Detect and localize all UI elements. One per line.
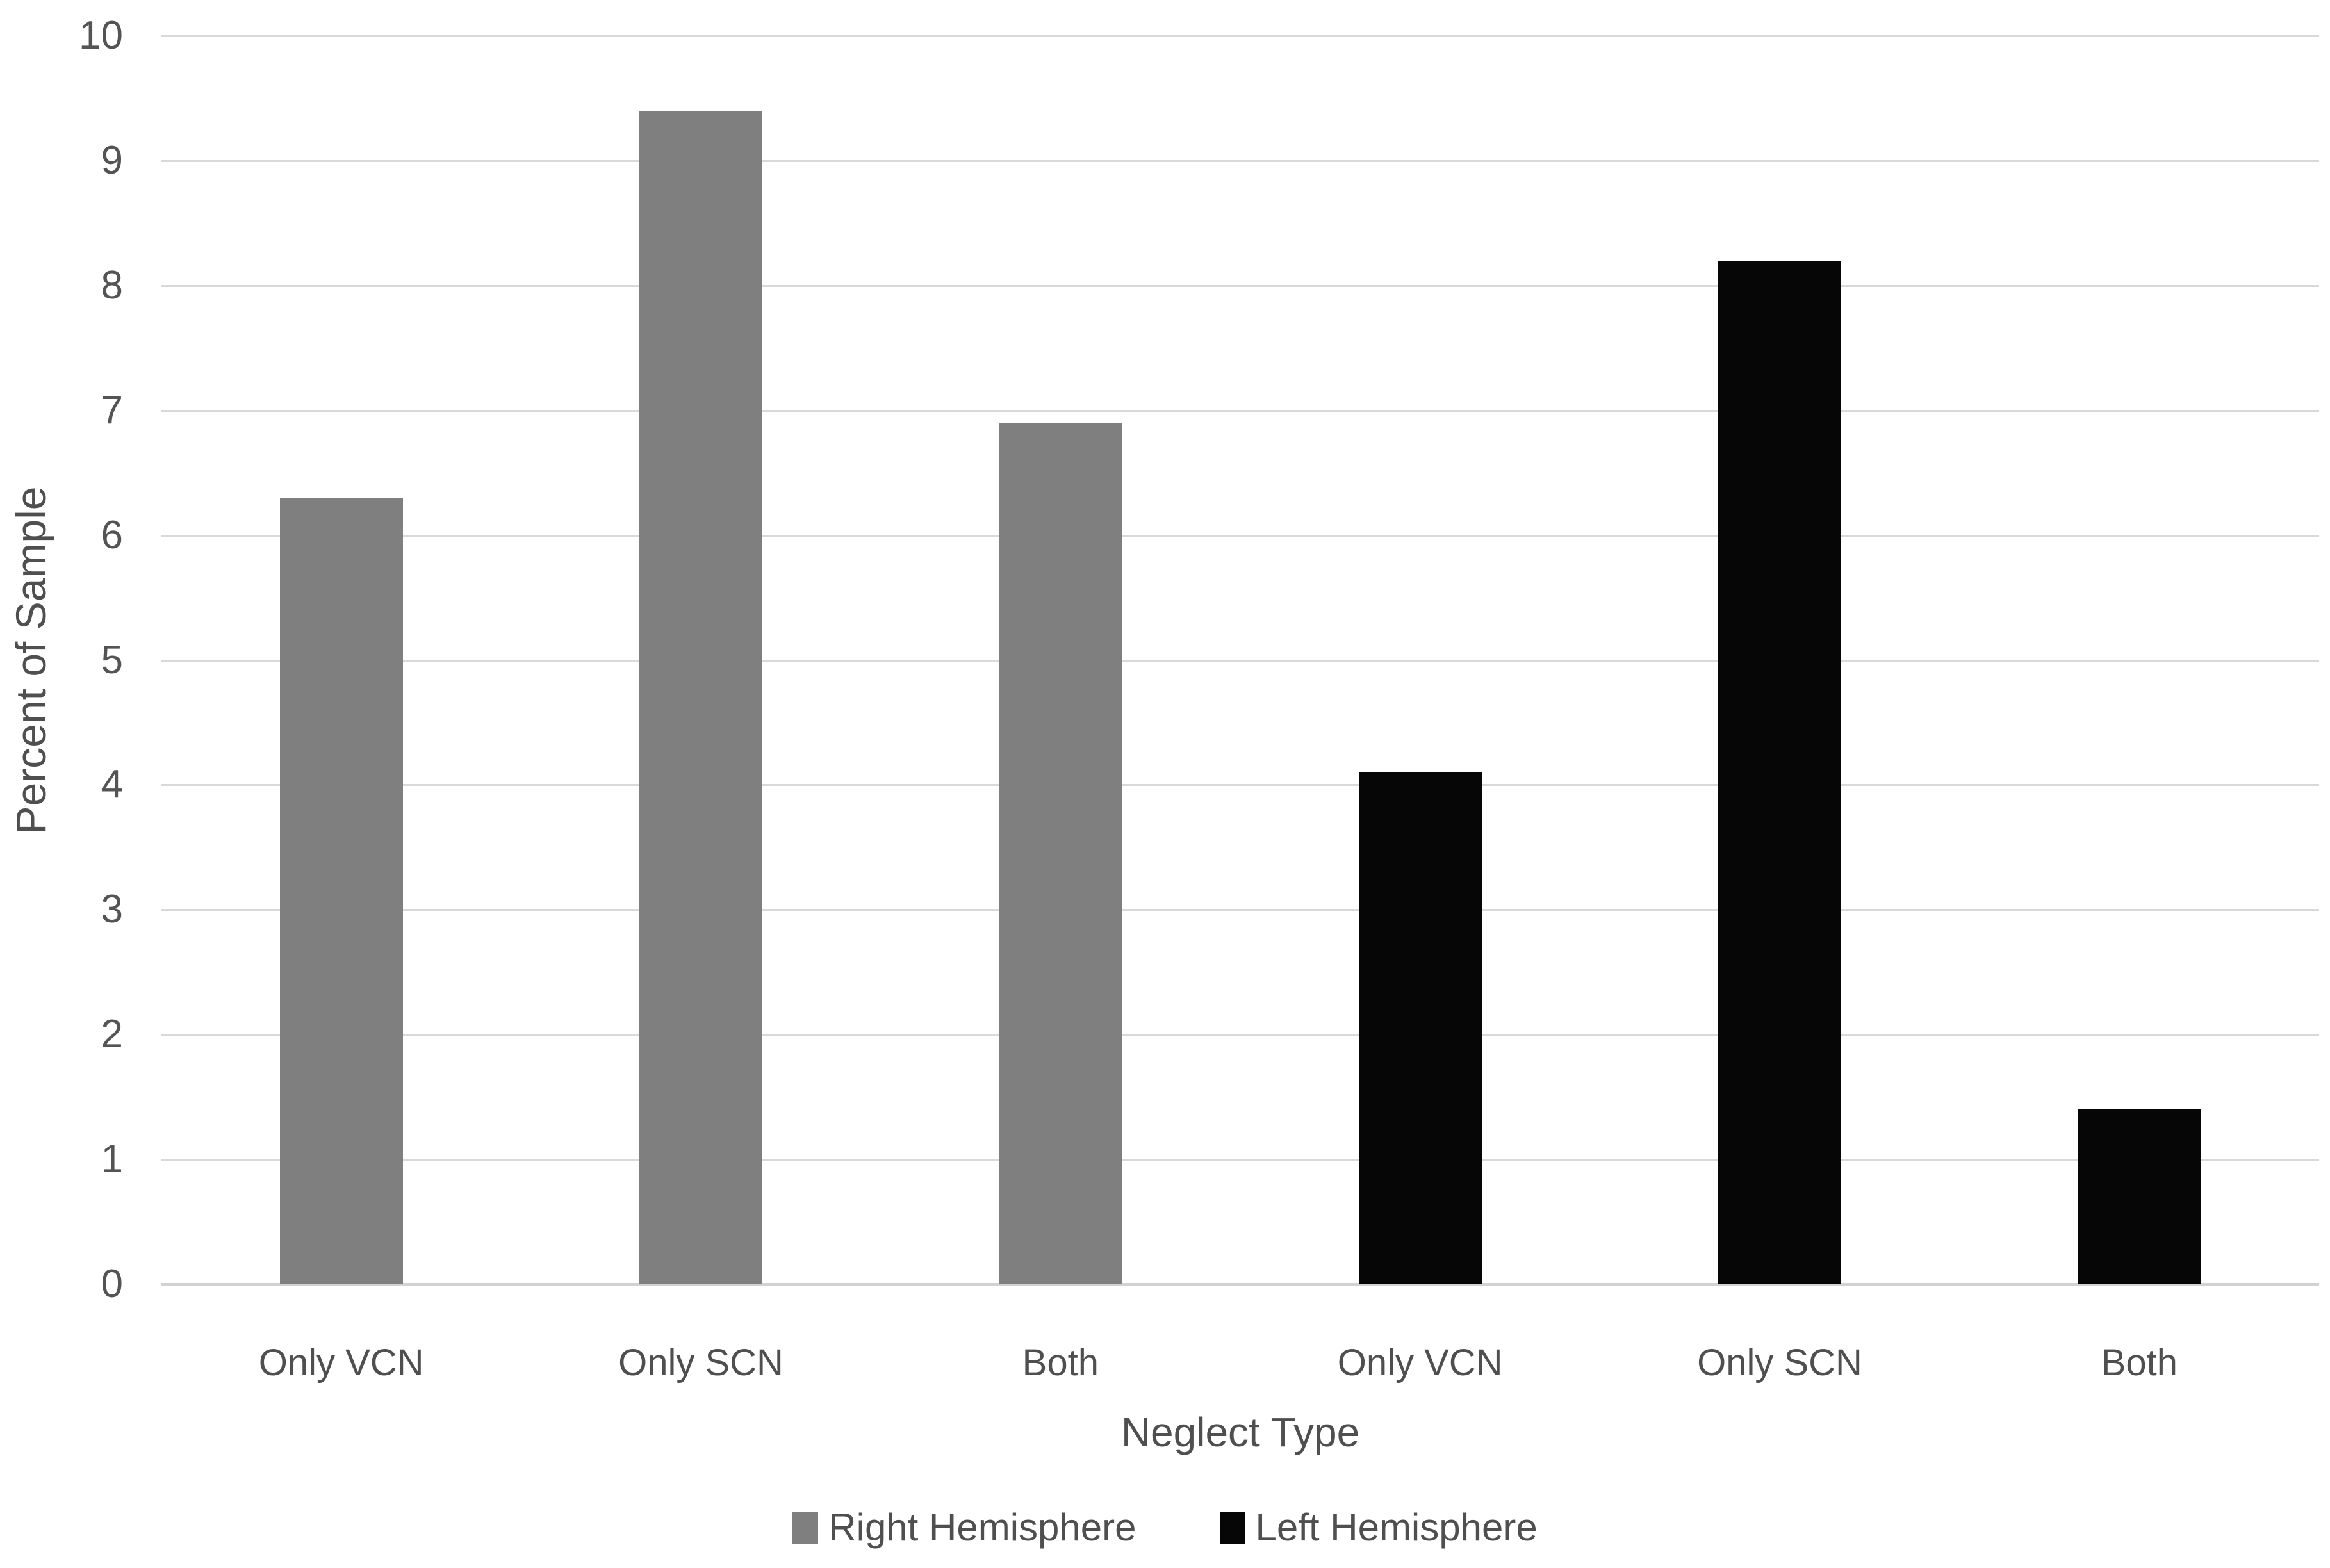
- x-axis-baseline: [161, 1283, 2319, 1286]
- legend-label: Right Hemisphere: [828, 1506, 1136, 1549]
- legend: Right Hemisphere Left Hemisphere: [0, 1492, 2330, 1563]
- gridline: [161, 1159, 2319, 1161]
- y-tick-label: 1: [101, 1137, 123, 1182]
- y-tick-label: 0: [101, 1262, 123, 1306]
- gridline: [161, 409, 2319, 412]
- bar-right-hemisphere: [639, 110, 762, 1284]
- y-tick-label: 10: [79, 13, 123, 58]
- bar-left-hemisphere: [1718, 260, 1841, 1284]
- y-tick-label: 2: [101, 1012, 123, 1057]
- y-tick-label: 6: [101, 512, 123, 557]
- gridline: [161, 659, 2319, 662]
- gridline: [161, 1034, 2319, 1036]
- bar-left-hemisphere: [1358, 772, 1482, 1284]
- bar-right-hemisphere: [279, 498, 403, 1284]
- x-category-label: Only VCN: [258, 1342, 424, 1384]
- x-category-label: Only SCN: [618, 1342, 784, 1384]
- x-category-label: Only VCN: [1337, 1342, 1503, 1384]
- x-category-label: Both: [1022, 1342, 1099, 1384]
- bar-right-hemisphere: [999, 423, 1122, 1284]
- x-axis-title: Neglect Type: [1120, 1409, 1360, 1455]
- y-tick-label: 9: [101, 138, 123, 183]
- y-tick-label: 4: [101, 762, 123, 807]
- gridline: [161, 35, 2319, 37]
- bar-left-hemisphere: [2078, 1109, 2201, 1284]
- gridline: [161, 784, 2319, 787]
- legend-swatch-left-hemisphere: [1219, 1512, 1245, 1544]
- y-tick-label: 8: [101, 263, 123, 307]
- gridline: [161, 159, 2319, 162]
- x-category-label: Both: [2101, 1342, 2178, 1384]
- y-tick-label: 7: [101, 388, 123, 432]
- legend-swatch-right-hemisphere: [792, 1512, 819, 1544]
- y-tick-label: 3: [101, 887, 123, 932]
- gridline: [161, 534, 2319, 537]
- legend-item-right-hemisphere: Right Hemisphere: [792, 1507, 1136, 1549]
- legend-item-left-hemisphere: Left Hemisphere: [1219, 1506, 1538, 1549]
- y-tick-label: 5: [101, 637, 123, 682]
- gridline: [161, 909, 2319, 911]
- gridline: [161, 284, 2319, 287]
- legend-label: Left Hemisphere: [1255, 1506, 1538, 1549]
- x-category-label: Only SCN: [1697, 1342, 1862, 1384]
